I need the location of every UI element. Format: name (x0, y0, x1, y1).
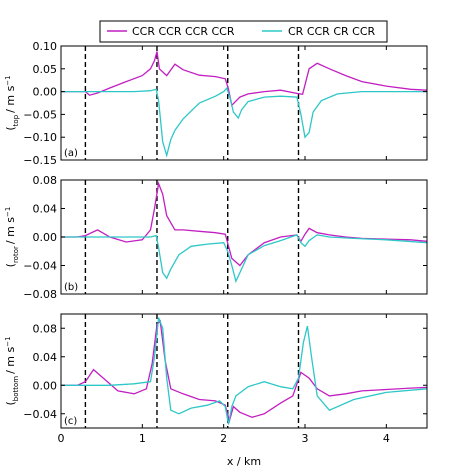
panel-2: 0.08 0.04 0.00 −0.04 −0.08 (b) (rotor/ m s−1 (4, 174, 428, 301)
series-line-1 (61, 319, 427, 424)
y-tick-label: −0.10 (23, 131, 57, 144)
y-tick-label: 0.10 (33, 40, 58, 53)
series-line-2 (61, 86, 427, 158)
y-tick-label: 0.08 (33, 174, 58, 187)
legend-label-2: CR CCR CR CCR (288, 25, 376, 38)
y-tick-label: 0.00 (33, 379, 58, 392)
series-line-2 (61, 317, 427, 425)
plot-frame (60, 45, 428, 161)
legend: CCR CCR CCR CCR CR CCR CR CCR (99, 20, 388, 43)
y-axis-label: (top/ m s−1 (4, 75, 20, 130)
y-tick-label: −0.08 (23, 288, 57, 301)
panel-tag: (a) (64, 148, 78, 159)
panel-tag: (c) (64, 416, 77, 427)
panel-tag: (b) (64, 282, 78, 293)
x-tick-label: 0 (58, 432, 65, 445)
y-axis-label: (bottom/ m s−1 (4, 336, 20, 405)
series-line-1 (61, 181, 427, 267)
x-tick-label: 2 (220, 432, 227, 445)
y-tick-label: −0.04 (23, 408, 57, 421)
legend-label-1: CCR CCR CCR CCR (132, 25, 235, 38)
x-tick-label: 4 (383, 432, 390, 445)
x-tick-label: 3 (302, 432, 309, 445)
y-tick-label: 0.08 (33, 322, 58, 335)
y-tick-label: 0.04 (33, 351, 58, 364)
plot-frame (60, 313, 428, 429)
x-axis-label: x / km (227, 455, 261, 468)
y-tick-label: 0.00 (33, 231, 58, 244)
series-line-2 (61, 234, 427, 284)
panel-3: 0.08 0.04 0.00 −0.040 1 2 3 4 (c) (bottom/ m s−1 (4, 313, 428, 445)
y-tick-label: 0.05 (33, 63, 58, 76)
legend-box (99, 20, 388, 43)
series-line-1 (61, 51, 427, 107)
x-tick-label: 1 (139, 432, 146, 445)
y-tick-label: 0.04 (33, 203, 58, 216)
y-tick-label: −0.04 (23, 260, 57, 273)
panel-1: 0.10 0.05 0.00 −0.05 −0.10 −0.15 (a) (top/ m s−… (4, 40, 428, 167)
y-axis-label: (rotor/ m s−1 (4, 207, 20, 268)
y-tick-label: 0.00 (33, 86, 58, 99)
y-tick-label: −0.05 (23, 108, 57, 121)
y-tick-label: −0.15 (23, 154, 57, 167)
